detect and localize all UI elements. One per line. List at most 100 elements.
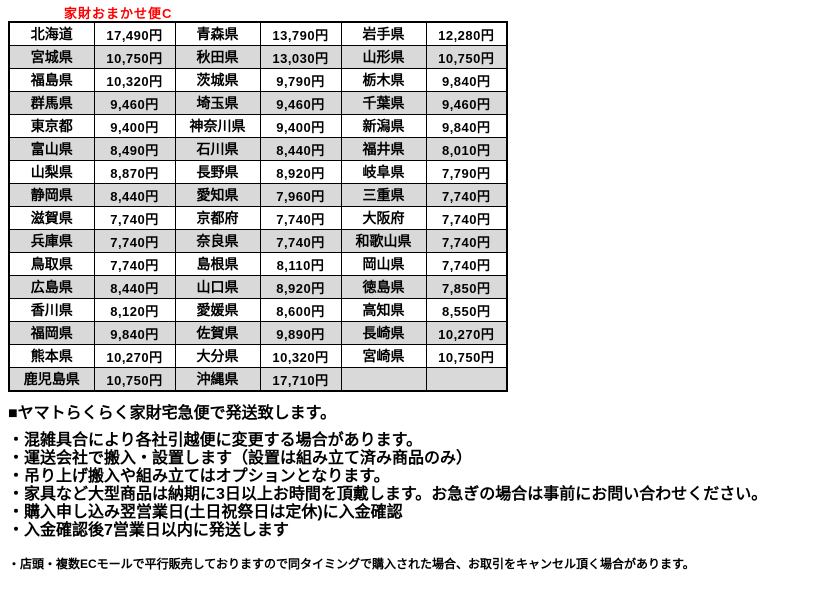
prefecture-cell: 徳島県	[340, 275, 427, 299]
price-cell: 10,750円	[93, 367, 176, 392]
price-cell: 9,400円	[93, 114, 176, 138]
price-cell: 8,110円	[259, 252, 342, 276]
price-cell: 7,960円	[259, 183, 342, 207]
price-cell: 8,440円	[93, 275, 176, 299]
prefecture-cell: 山梨県	[8, 160, 95, 184]
table-row: 香川県 8,120円 愛媛県 8,600円 高知県 8,550円	[8, 298, 508, 322]
price-cell: 8,550円	[425, 298, 508, 322]
prefecture-cell: 山形県	[340, 45, 427, 69]
prefecture-cell: 沖縄県	[174, 367, 261, 392]
prefecture-cell: 長野県	[174, 160, 261, 184]
price-cell: 8,920円	[259, 275, 342, 299]
prefecture-cell: 佐賀県	[174, 321, 261, 345]
price-cell: 9,840円	[425, 114, 508, 138]
prefecture-cell: 香川県	[8, 298, 95, 322]
prefecture-cell: 石川県	[174, 137, 261, 161]
price-cell: 7,740円	[93, 229, 176, 253]
price-cell: 7,740円	[425, 229, 508, 253]
price-cell: 10,750円	[93, 45, 176, 69]
price-cell: 9,460円	[93, 91, 176, 115]
price-cell: 7,740円	[425, 252, 508, 276]
price-cell: 17,490円	[93, 21, 176, 46]
prefecture-cell: 群馬県	[8, 91, 95, 115]
price-cell: 9,400円	[259, 114, 342, 138]
shipping-notes: ■ヤマトらくらく家財宅急便で発送致します。 ・混雑具合により各社引越便に変更する…	[8, 404, 814, 572]
shipping-table-body: 北海道 17,490円 青森県 13,790円 岩手県 12,280円 宮城県 10,750円…	[8, 21, 508, 392]
price-cell: 10,270円	[93, 344, 176, 368]
price-cell: 8,440円	[259, 137, 342, 161]
prefecture-cell: 愛知県	[174, 183, 261, 207]
price-cell: 10,320円	[93, 68, 176, 92]
prefecture-cell: 愛媛県	[174, 298, 261, 322]
prefecture-cell: 和歌山県	[340, 229, 427, 253]
prefecture-cell: 京都府	[174, 206, 261, 230]
price-cell: 7,740円	[93, 252, 176, 276]
table-row: 福岡県 9,840円 佐賀県 9,890円 長崎県 10,270円	[8, 321, 508, 345]
price-cell: 12,280円	[425, 21, 508, 46]
prefecture-cell: 静岡県	[8, 183, 95, 207]
prefecture-cell: 三重県	[340, 183, 427, 207]
prefecture-cell: 高知県	[340, 298, 427, 322]
price-cell: 7,740円	[425, 183, 508, 207]
table-row: 鳥取県 7,740円 島根県 8,110円 岡山県 7,740円	[8, 252, 508, 276]
notes-footnote: ・店頭・複数ECモールで平行販売しておりますので同タイミングで購入された場合、お…	[8, 557, 695, 571]
price-cell: 9,840円	[93, 321, 176, 345]
prefecture-cell: 鹿児島県	[8, 367, 95, 392]
prefecture-cell: 千葉県	[340, 91, 427, 115]
table-row: 滋賀県 7,740円 京都府 7,740円 大阪府 7,740円	[8, 206, 508, 230]
table-row: 広島県 8,440円 山口県 8,920円 徳島県 7,850円	[8, 275, 508, 299]
price-cell: 7,740円	[93, 206, 176, 230]
prefecture-cell: 新潟県	[340, 114, 427, 138]
price-cell: 7,740円	[259, 206, 342, 230]
prefecture-cell: 岐阜県	[340, 160, 427, 184]
table-row: 福島県 10,320円 茨城県 9,790円 栃木県 9,840円	[8, 68, 508, 92]
table-row: 鹿児島県 10,750円 沖縄県 17,710円	[8, 367, 508, 392]
note-bullet: ・運送会社で搬入・設置します（設置は組み立て済み商品のみ）	[8, 450, 473, 467]
table-row: 東京都 9,400円 神奈川県 9,400円 新潟県 9,840円	[8, 114, 508, 138]
prefecture-cell: 青森県	[174, 21, 261, 46]
prefecture-cell: 奈良県	[174, 229, 261, 253]
price-cell: 8,010円	[425, 137, 508, 161]
price-cell: 8,600円	[259, 298, 342, 322]
prefecture-cell: 秋田県	[174, 45, 261, 69]
price-cell: 7,790円	[425, 160, 508, 184]
price-cell: 8,920円	[259, 160, 342, 184]
price-cell: 9,790円	[259, 68, 342, 92]
prefecture-cell: 大阪府	[340, 206, 427, 230]
prefecture-cell: 北海道	[8, 21, 95, 46]
prefecture-cell: 神奈川県	[174, 114, 261, 138]
price-cell: 17,710円	[259, 367, 342, 392]
note-bullet: ・購入申し込み翌営業日(土日祝祭日は定休)に入金確認	[8, 504, 403, 521]
price-cell: 9,840円	[425, 68, 508, 92]
prefecture-cell: 福岡県	[8, 321, 95, 345]
price-cell: 9,890円	[259, 321, 342, 345]
shipping-fee-table: 北海道 17,490円 青森県 13,790円 岩手県 12,280円 宮城県 10,750円…	[8, 21, 508, 392]
prefecture-cell: 広島県	[8, 275, 95, 299]
page-title: 家財おまかせ便C	[64, 6, 173, 21]
price-cell	[425, 367, 508, 392]
price-cell: 8,120円	[93, 298, 176, 322]
prefecture-cell: 岡山県	[340, 252, 427, 276]
prefecture-cell: 鳥取県	[8, 252, 95, 276]
note-bullet: ・吊り上げ搬入や組み立てはオプションとなります。	[8, 468, 390, 485]
table-row: 静岡県 8,440円 愛知県 7,960円 三重県 7,740円	[8, 183, 508, 207]
price-cell: 9,460円	[425, 91, 508, 115]
table-row: 宮城県 10,750円 秋田県 13,030円 山形県 10,750円	[8, 45, 508, 69]
price-cell: 7,740円	[425, 206, 508, 230]
table-row: 熊本県 10,270円 大分県 10,320円 宮崎県 10,750円	[8, 344, 508, 368]
prefecture-cell: 兵庫県	[8, 229, 95, 253]
table-row: 群馬県 9,460円 埼玉県 9,460円 千葉県 9,460円	[8, 91, 508, 115]
prefecture-cell: 茨城県	[174, 68, 261, 92]
prefecture-cell: 島根県	[174, 252, 261, 276]
price-cell: 8,490円	[93, 137, 176, 161]
price-cell: 10,320円	[259, 344, 342, 368]
table-row: 北海道 17,490円 青森県 13,790円 岩手県 12,280円	[8, 21, 508, 46]
price-cell: 10,750円	[425, 45, 508, 69]
notes-heading: ■ヤマトらくらく家財宅急便で発送致します。	[8, 405, 337, 422]
note-bullet: ・家具など大型商品は納期に3日以上お時間を頂戴します。お急ぎの場合は事前にお問い…	[8, 486, 768, 503]
price-cell: 7,740円	[259, 229, 342, 253]
prefecture-cell: 埼玉県	[174, 91, 261, 115]
price-cell: 9,460円	[259, 91, 342, 115]
prefecture-cell: 宮城県	[8, 45, 95, 69]
price-cell: 13,030円	[259, 45, 342, 69]
